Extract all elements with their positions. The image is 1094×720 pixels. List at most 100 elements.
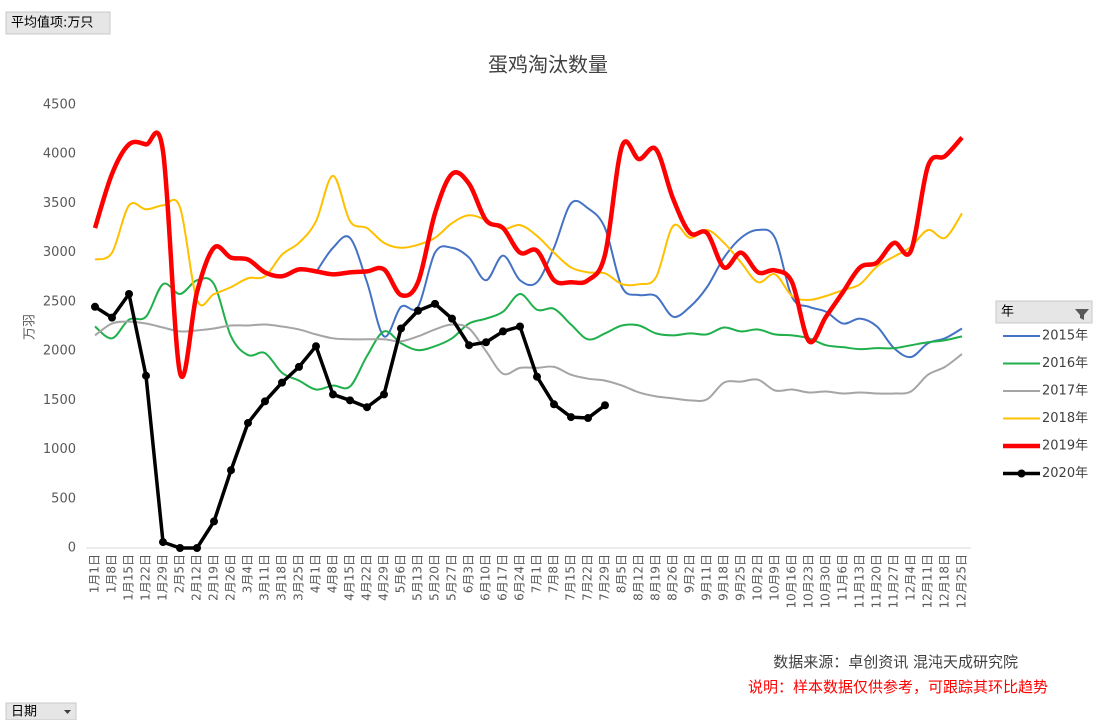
- x-tick-label: 7月1日: [530, 554, 544, 593]
- series-line: [92, 130, 964, 379]
- point: [176, 544, 184, 552]
- x-tick-label: 8月12日: [632, 554, 646, 601]
- y-tick-label: 3500: [43, 196, 76, 211]
- x-tick-label: 11月27日: [887, 554, 901, 609]
- point: [91, 302, 99, 311]
- legend-label: 2016年: [1042, 356, 1088, 371]
- series-line: [94, 320, 963, 403]
- x-tick-label: 4月22日: [360, 554, 374, 601]
- filter-icon[interactable]: [1075, 309, 1089, 320]
- x-tick-label: 10月23日: [802, 554, 816, 609]
- x-tick-label: 3月25日: [292, 554, 306, 601]
- disclaimer-note: 说明：样本数据仅供参考，可跟踪其环比趋势: [748, 678, 1048, 696]
- x-tick-label: 4月8日: [326, 554, 340, 593]
- y-tick-label: 2500: [43, 294, 76, 309]
- source-note: 数据来源：卓创资讯 混沌天成研究院: [773, 653, 1018, 671]
- y-tick-label: 4500: [43, 98, 76, 113]
- point: [397, 324, 405, 333]
- point: [159, 538, 167, 547]
- point: [108, 313, 116, 322]
- x-tick-label: 11月6日: [836, 554, 850, 601]
- point: [142, 371, 150, 380]
- x-tick-label: 5月20日: [428, 554, 442, 601]
- x-tick-label: 1月1日: [88, 554, 102, 593]
- point: [261, 397, 269, 406]
- x-tick-label: 1月15日: [122, 554, 136, 601]
- y-axis-title: 万羽: [23, 314, 38, 340]
- point: [567, 413, 575, 422]
- y-tick-label: 2000: [43, 344, 76, 359]
- point: [431, 299, 439, 308]
- x-tick-label: 7月8日: [547, 554, 561, 593]
- point: [125, 290, 133, 299]
- x-tick-label: 2月26日: [224, 554, 238, 601]
- x-tick-label: 12月11日: [921, 554, 935, 609]
- x-tick-label: 3月11日: [258, 554, 272, 601]
- x-tick-label: 8月5日: [615, 554, 629, 593]
- x-tick-label: 8月26日: [666, 554, 680, 601]
- x-tick-label: 12月25日: [955, 554, 969, 609]
- x-tick-label: 11月20日: [870, 554, 884, 609]
- x-tick-label: 4月29日: [377, 554, 391, 601]
- point: [346, 396, 354, 405]
- x-tick-label: 7月29日: [598, 554, 612, 601]
- y-tick-label: 4000: [43, 147, 76, 162]
- y-tick-label: 1000: [43, 442, 76, 457]
- series-line: [315, 199, 963, 359]
- dropdown-arrow[interactable]: [64, 710, 71, 714]
- x-tick-label: 1月22日: [139, 554, 153, 601]
- legend-label: 2020年: [1042, 466, 1088, 481]
- point: [380, 390, 388, 399]
- x-tick-label: 10月2日: [751, 554, 765, 601]
- x-tick-label: 2月19日: [207, 554, 221, 601]
- x-tick-label: 9月18日: [717, 554, 731, 601]
- x-tick-label: 6月24日: [513, 554, 527, 601]
- x-tick-label: 4月15日: [343, 554, 357, 601]
- point: [210, 517, 218, 526]
- value-field-button[interactable]: [5, 11, 111, 35]
- legend-title: 年: [1001, 305, 1014, 320]
- x-tick-label: 5月13日: [411, 554, 425, 601]
- x-tick-label: 4月1日: [309, 554, 323, 593]
- point: [499, 327, 507, 336]
- legend-label: 2015年: [1042, 329, 1088, 344]
- point: [295, 362, 303, 371]
- legend-label: 2017年: [1042, 384, 1088, 399]
- point: [227, 466, 235, 475]
- point: [533, 372, 541, 381]
- legend-title-box[interactable]: [995, 300, 1093, 324]
- point: [550, 400, 558, 409]
- point: [278, 378, 286, 387]
- y-tick-label: 500: [51, 491, 76, 506]
- x-tick-label: 5月6日: [394, 554, 408, 593]
- point: [363, 403, 371, 412]
- x-tick-label: 2月5日: [173, 554, 187, 593]
- x-tick-label: 3月18日: [275, 554, 289, 601]
- point: [414, 306, 422, 315]
- x-tick-label: 10月30日: [819, 554, 833, 609]
- point: [601, 401, 609, 410]
- x-tick-label: 1月29日: [156, 554, 170, 601]
- y-tick-label: 3000: [43, 245, 76, 260]
- x-tick-label: 6月3日: [462, 554, 476, 593]
- x-tick-label: 9月2日: [683, 554, 697, 593]
- x-tick-label: 9月11日: [700, 554, 714, 601]
- series-line: [94, 292, 607, 550]
- series-line: [94, 277, 963, 391]
- point: [584, 414, 592, 423]
- x-tick-label: 11月13日: [853, 554, 867, 609]
- point: [244, 418, 252, 427]
- x-tick-label: 2月12日: [190, 554, 204, 601]
- legend-marker: [1017, 469, 1026, 478]
- axis-field-button[interactable]: [5, 702, 77, 720]
- legend-label: 2018年: [1042, 411, 1088, 426]
- x-tick-label: 5月27日: [445, 554, 459, 601]
- point: [448, 314, 456, 323]
- x-tick-label: 1月8日: [105, 554, 119, 593]
- point: [312, 342, 320, 351]
- x-tick-label: 10月9日: [768, 554, 782, 601]
- chart-title: 蛋鸡淘汰数量: [488, 53, 608, 77]
- x-tick-label: 8月19日: [649, 554, 663, 601]
- point: [329, 390, 337, 399]
